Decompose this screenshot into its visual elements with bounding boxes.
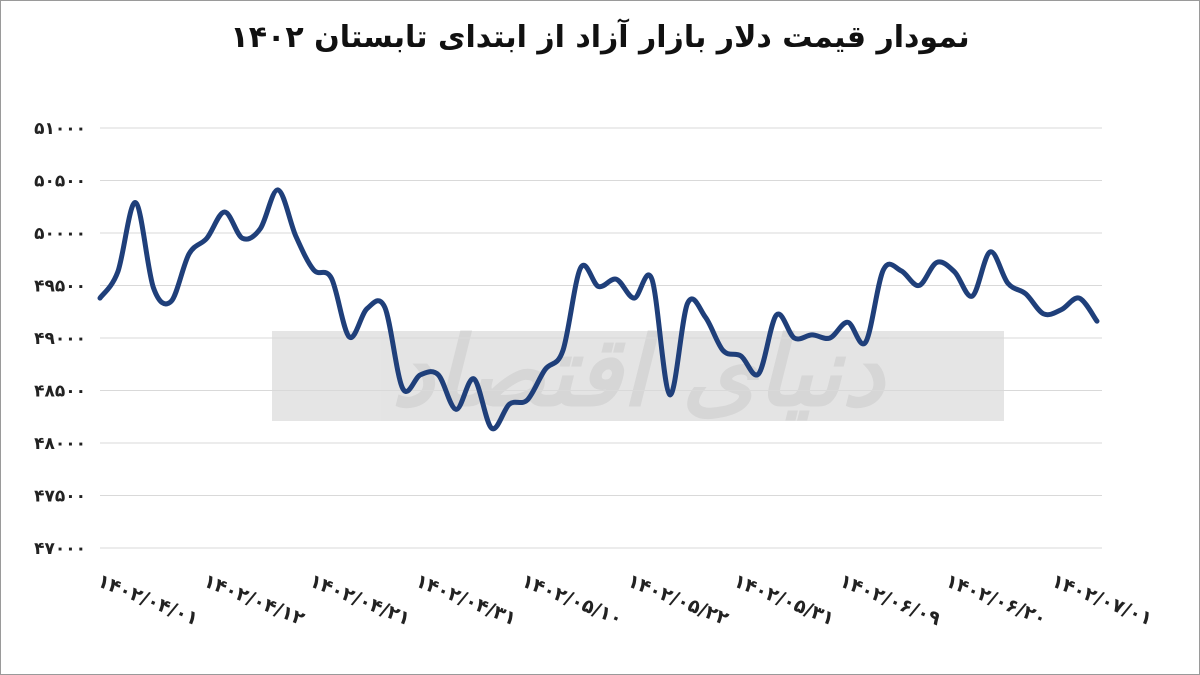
x-tick-label: ۱۴۰۲/۰۴/۲۱ — [306, 570, 413, 630]
x-tick-label: ۱۴۰۲/۰۶/۲۰ — [942, 570, 1049, 630]
y-tick-label: ۵۱۰۰۰ — [34, 119, 86, 139]
x-tick-label: ۱۴۰۲/۰۴/۱۲ — [200, 570, 308, 631]
chart-title: نمودار قیمت دلار بازار آزاد از ابتدای تا… — [230, 20, 970, 55]
series-group — [97, 187, 1100, 432]
y-tick-label: ۵۰۵۰۰ — [34, 172, 86, 192]
y-tick-label: ۴۸۰۰۰ — [34, 434, 86, 454]
x-tick-label: ۱۴۰۲/۰۵/۳۱ — [730, 570, 837, 630]
watermark-text: دنیای اقتصاد — [391, 315, 886, 428]
x-tick-label: ۱۴۰۲/۰۴/۳۱ — [412, 570, 519, 630]
gridlines — [100, 127, 1102, 549]
x-tick-label: ۱۴۰۲/۰۵/۱۰ — [518, 570, 625, 630]
y-axis: ۴۷۰۰۰ ۴۷۵۰۰ ۴۸۰۰۰ ۴۸۵۰۰ ۴۹۰۰۰ ۴۹۵۰۰ ۵۰۰۰۰ ۵۰۵۰۰… — [34, 119, 86, 559]
x-axis: ۱۴۰۲/۰۴/۰۱۱۴۰۲/۰۴/۱۲۱۴۰۲/۰۴/۲۱۱۴۰۲/۰۴/۳۱… — [94, 570, 1155, 631]
y-tick-label: ۴۹۵۰۰ — [34, 277, 86, 297]
y-tick-label: ۴۹۰۰۰ — [34, 329, 86, 349]
x-tick-label: ۱۴۰۲/۰۶/۰۹ — [836, 570, 944, 631]
x-tick-label: ۱۴۰۲/۰۷/۰۱ — [1048, 570, 1155, 630]
y-tick-label: ۵۰۰۰۰ — [34, 224, 86, 244]
y-tick-label: ۴۷۰۰۰ — [34, 539, 86, 559]
y-tick-label: ۴۸۵۰۰ — [34, 382, 86, 402]
x-tick-label: ۱۴۰۲/۰۴/۰۱ — [94, 570, 201, 630]
watermark: دنیای اقتصاد — [272, 315, 1004, 428]
series-line — [97, 187, 1100, 432]
y-tick-label: ۴۷۵۰۰ — [34, 487, 86, 507]
x-tick-label: ۱۴۰۲/۰۵/۲۲ — [624, 570, 732, 631]
